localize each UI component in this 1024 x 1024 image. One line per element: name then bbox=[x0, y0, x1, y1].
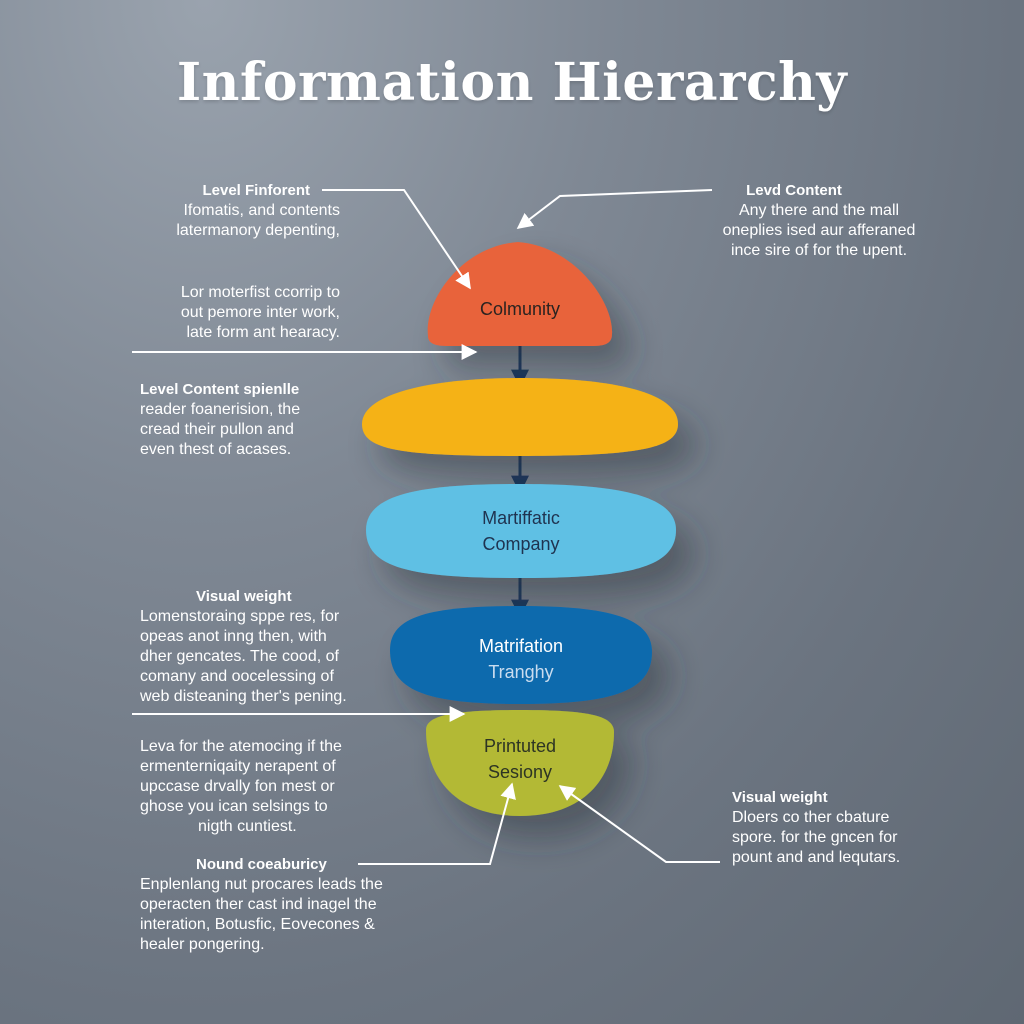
leader-left-6 bbox=[358, 782, 516, 865]
layer-3-pill bbox=[366, 484, 676, 578]
layer-3-label: Martiffatic Company bbox=[366, 505, 676, 557]
layer-2-pill bbox=[362, 378, 678, 456]
layer-5-line-1: Printuted bbox=[483, 736, 557, 756]
annotation-left-4-line-2: opeas anot inng then, with bbox=[140, 628, 327, 645]
annotation-left-3: Level Content spienlle reader foanerisio… bbox=[140, 380, 340, 460]
annotation-left-1: Level Finforent Ifomatis, and contents l… bbox=[140, 181, 340, 241]
annotation-left-4: Visual weight Lomenstoraing sppe res, fo… bbox=[140, 587, 355, 707]
annotation-left-2: Lor moterfist ccorrip to out pemore inte… bbox=[140, 283, 340, 343]
annotation-left-6-line-3: interation, Botusfic, Eovecones & bbox=[140, 916, 375, 933]
annotation-right-1-line-1: Any there and the mall bbox=[738, 202, 900, 219]
annotation-right-2-heading: Visual weight bbox=[732, 789, 828, 806]
annotation-left-2-line-3: late form ant hearacy. bbox=[186, 324, 340, 341]
annotation-leaders bbox=[132, 189, 720, 865]
annotation-left-2-line-1: Lor moterfist ccorrip to bbox=[180, 284, 340, 301]
annotation-left-5-line-1: Leva for the atemocing if the bbox=[140, 738, 342, 755]
annotation-left-5: Leva for the atemocing if the ermenterni… bbox=[140, 737, 360, 837]
annotation-right-2-line-3: pount and and lequtars. bbox=[732, 849, 901, 866]
annotation-left-6: Nound coeaburicy Enplenlang nut procares… bbox=[140, 855, 400, 955]
annotation-left-6-line-2: operacten ther cast ind inagel the bbox=[140, 896, 377, 913]
annotation-left-3-line-2: cread their pullon and bbox=[140, 421, 294, 438]
annotation-right-1: Levd Content Any there and the mall onep… bbox=[714, 181, 924, 261]
layer-1-dome bbox=[427, 242, 613, 346]
leader-left-1 bbox=[322, 189, 471, 290]
layer-4-label: Matrifation Tranghy bbox=[390, 633, 652, 685]
annotation-right-1-line-3: ince sire of for the upent. bbox=[730, 242, 908, 259]
annotation-left-3-line-1: reader foanerision, the bbox=[140, 401, 301, 418]
annotation-left-6-line-1: Enplenlang nut procares leads the bbox=[140, 876, 383, 893]
page-title: Information Hierarchy bbox=[176, 52, 848, 113]
annotation-right-2-line-1: Dloers co ther cbature bbox=[732, 809, 890, 826]
layer-5-line-2: Sesiony bbox=[487, 762, 553, 782]
annotation-left-5-line-2: ermenterniqaity nerapent of bbox=[140, 758, 336, 775]
annotation-left-2-line-2: out pemore inter work, bbox=[180, 304, 340, 321]
annotation-right-1-line-2: oneplies ised aur afferaned bbox=[722, 222, 916, 239]
leader-right-1 bbox=[516, 189, 713, 229]
layer-1-label: Colmunity bbox=[428, 296, 612, 322]
leader-right-2 bbox=[558, 785, 720, 863]
layer-4-line-1: Matrifation bbox=[478, 636, 564, 656]
annotation-left-5-line-3: upccase drvally fon mest or bbox=[140, 778, 335, 795]
annotation-left-4-line-4: comany and oocelessing of bbox=[140, 668, 334, 685]
annotation-left-6-heading: Nound coeaburicy bbox=[196, 856, 327, 873]
annotation-right-2-line-2: spore. for the gncen for bbox=[732, 829, 898, 846]
annotation-left-5-line-5: nigth cuntiest. bbox=[198, 818, 297, 835]
annotation-left-4-line-1: Lomenstoraing sppe res, for bbox=[140, 608, 340, 625]
annotation-left-5-line-4: ghose you ican selsings to bbox=[140, 798, 328, 815]
layer-3-line-2: Company bbox=[482, 534, 560, 554]
layer-4-pill bbox=[390, 606, 652, 704]
annotation-right-2: Visual weight Dloers co ther cbature spo… bbox=[732, 788, 932, 868]
annotation-left-3-line-3: even thest of acases. bbox=[140, 441, 292, 458]
layer-3-line-1: Martiffatic bbox=[482, 508, 560, 528]
layer-5-label: Printuted Sesiony bbox=[426, 733, 614, 785]
layer-1-line-1: Colmunity bbox=[479, 299, 561, 319]
annotation-left-4-line-3: dher gencates. The cood, of bbox=[140, 648, 339, 665]
annotation-left-1-heading: Level Finforent bbox=[202, 182, 310, 199]
layer-4-line-2: Tranghy bbox=[488, 662, 554, 682]
annotation-left-1-line-2: latermanory depenting, bbox=[176, 222, 340, 239]
annotation-left-4-heading: Visual weight bbox=[196, 588, 292, 605]
annotation-left-6-line-4: healer pongering. bbox=[140, 936, 265, 953]
annotation-left-1-line-1: Ifomatis, and contents bbox=[183, 202, 340, 219]
annotation-right-1-heading: Levd Content bbox=[746, 182, 842, 199]
annotation-left-3-heading: Level Content spienlle bbox=[140, 381, 300, 398]
annotation-left-4-line-5: web disteaning ther's pening. bbox=[140, 688, 347, 705]
